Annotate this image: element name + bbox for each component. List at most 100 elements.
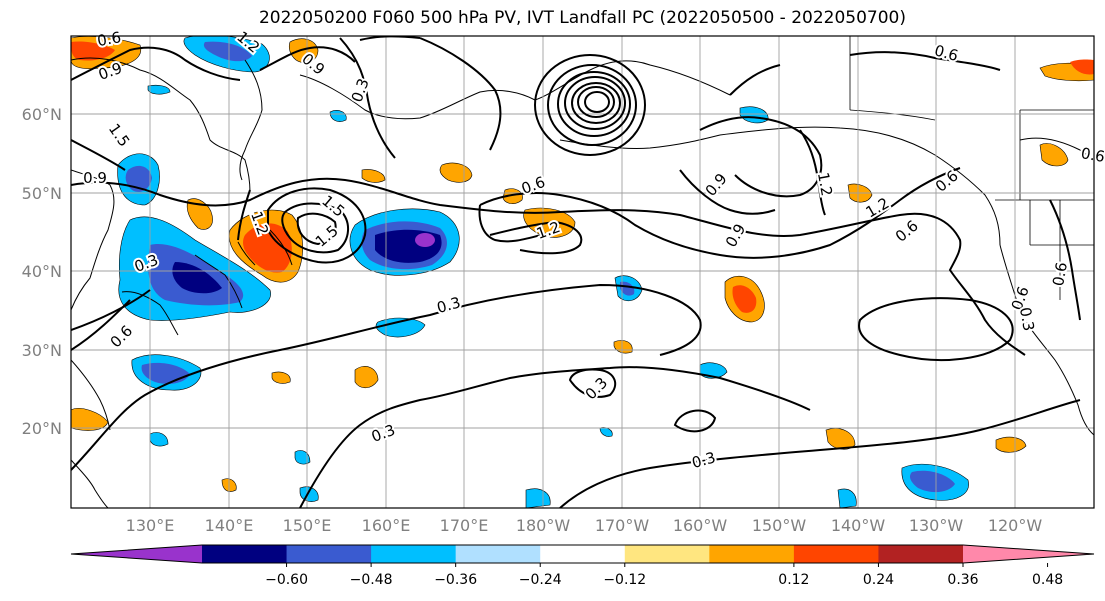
- lon-label-160w: 160°W: [673, 516, 728, 535]
- colorbar-segment: [709, 545, 795, 563]
- contour-line: [71, 283, 702, 471]
- colorbar-segment: [286, 545, 372, 563]
- pc-shading: [71, 36, 1094, 508]
- colorbar-extension-low: [71, 545, 202, 563]
- contour-label: 0.9: [83, 169, 107, 187]
- colorbar-tick-label: 0.48: [1032, 572, 1063, 588]
- shade-small-negative: [329, 110, 347, 122]
- contour-line: [237, 189, 251, 241]
- lat-label-60n: 60°N: [22, 105, 62, 124]
- colorbar-segments: [70, 544, 1095, 564]
- pv-contours: [71, 36, 1081, 508]
- contour-line: [564, 76, 626, 130]
- contour-line: [699, 116, 823, 198]
- lon-label-160e: 160°E: [362, 516, 411, 535]
- shade-small-positive: [361, 169, 386, 183]
- contour-line: [296, 212, 337, 246]
- lat-label-50n: 50°N: [22, 184, 62, 203]
- gridlines: [71, 36, 1094, 508]
- shade-small-positive: [502, 188, 523, 204]
- colorbar-segment: [793, 545, 879, 563]
- colorbar-segment: [202, 545, 288, 563]
- contour-line: [479, 167, 961, 259]
- colorbar-tick-label: −0.36: [434, 572, 477, 588]
- contour-line: [547, 64, 637, 146]
- contour-line: [267, 187, 367, 264]
- shade-small-negative: [837, 488, 857, 508]
- contour-line: [679, 169, 776, 215]
- lon-label-170w: 170°W: [595, 516, 650, 535]
- colorbar-tick-label: −0.24: [519, 572, 562, 588]
- contour-line: [673, 409, 717, 433]
- contour-label: 0.3: [1016, 306, 1038, 333]
- contour-line: [489, 220, 583, 255]
- lon-label-180w: 180°W: [516, 516, 571, 535]
- shade-small-negative: [525, 488, 551, 508]
- contour-line: [339, 37, 396, 159]
- lat-label-20n: 20°N: [22, 419, 62, 438]
- contour-line: [281, 202, 349, 254]
- contour-line: [568, 368, 617, 398]
- contour-line: [71, 139, 126, 171]
- colorbar-outline: [70, 544, 1095, 564]
- latitude-labels: 60°N 50°N 40°N 30°N 20°N: [22, 105, 62, 438]
- contour-line: [71, 299, 131, 351]
- political-boundaries: [849, 36, 1094, 300]
- lon-label-150w: 150°W: [752, 516, 807, 535]
- colorbar-tick-label: 0.36: [947, 572, 978, 588]
- lon-label-150e: 150°E: [283, 516, 332, 535]
- shade-small-positive: [271, 371, 291, 384]
- colorbar-tick-label: −0.12: [603, 572, 646, 588]
- lon-label-130e: 130°E: [126, 516, 175, 535]
- contour-line: [71, 46, 241, 81]
- shade-region-okhotsk-positive: [71, 36, 142, 70]
- contour-line: [478, 204, 556, 243]
- lon-label-170e: 170°E: [440, 516, 489, 535]
- shade-small-positive: [995, 436, 1027, 453]
- map-title: 2022050200 F060 500 hPa PV, IVT Landfall…: [258, 8, 906, 28]
- colorbar-tick-label: 0.24: [863, 572, 894, 588]
- map-frame: [70, 35, 1095, 509]
- contour-line: [557, 71, 631, 137]
- shade-region-subtropical-negative: [131, 354, 202, 391]
- contour-line: [419, 37, 502, 151]
- lon-label-140e: 140°E: [205, 516, 254, 535]
- shade-small-negative: [149, 432, 169, 447]
- contour-line: [577, 86, 615, 118]
- lon-label-120w: 120°W: [988, 516, 1043, 535]
- shade-region-japan-negative: [118, 216, 271, 321]
- contour-line: [259, 46, 356, 71]
- lat-label-40n: 40°N: [22, 262, 62, 281]
- lon-label-130w: 130°W: [909, 516, 964, 535]
- contour-line: [858, 297, 1014, 361]
- shade-small-positive: [1039, 143, 1069, 167]
- shade-small-positive: [1070, 59, 1094, 75]
- colorbar-extension-high: [963, 545, 1094, 563]
- contour-line: [1049, 199, 1081, 321]
- shade-small-positive: [186, 198, 213, 230]
- shade-region-kamchatka-negative: [183, 36, 270, 73]
- colorbar-segment: [624, 545, 710, 563]
- shade-small-positive: [354, 366, 379, 389]
- lat-label-30n: 30°N: [22, 341, 62, 360]
- shade-small-positive: [825, 428, 856, 450]
- contour-line: [584, 91, 610, 113]
- contour-line: [299, 366, 811, 508]
- colorbar-segment: [455, 545, 541, 563]
- contour-line: [729, 64, 781, 96]
- lon-label-140w: 140°W: [831, 516, 886, 535]
- contour-line: [799, 129, 826, 216]
- longitude-labels: 130°E 140°E 150°E 160°E 170°E 180°W 170°…: [126, 516, 1043, 535]
- shade-small-negative: [294, 450, 311, 465]
- contour-line: [534, 54, 646, 156]
- shade-region-north-pacific-negative: [349, 208, 460, 276]
- colorbar-segment: [540, 545, 626, 563]
- colorbar-ticks: −0.60 −0.48 −0.36 −0.24 −0.12 0.12 0.24 0.36 0.4…: [265, 563, 1063, 588]
- contour-line: [71, 289, 151, 331]
- colorbar: −0.60 −0.48 −0.36 −0.24 −0.12 0.12 0.24 0.36 0.4…: [70, 544, 1095, 588]
- colorbar-tick-label: −0.48: [350, 572, 393, 588]
- colorbar-segment: [371, 545, 457, 563]
- colorbar-segment: [878, 545, 964, 563]
- contour-line: [849, 51, 1001, 71]
